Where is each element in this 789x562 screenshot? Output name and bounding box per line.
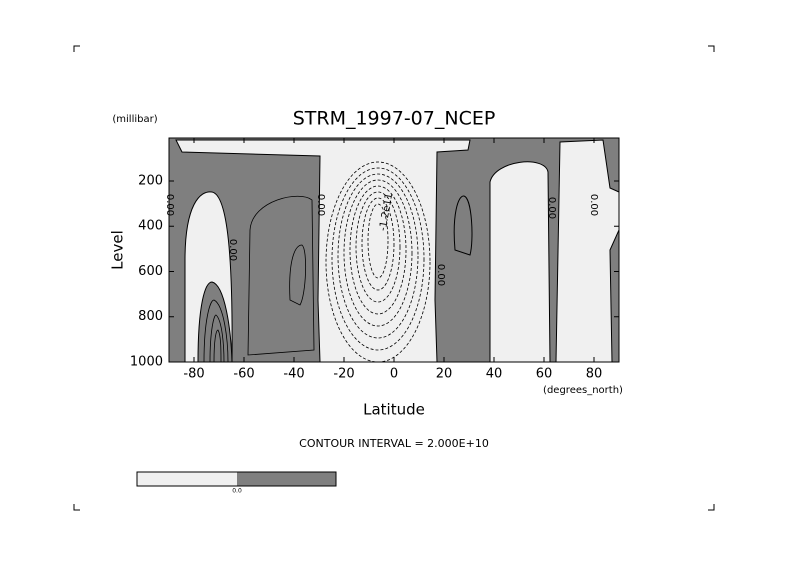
contour-line (355, 191, 401, 303)
colorbar: 0.0 (136, 471, 337, 495)
chart-title: STRM_1997-07_NCEP (293, 108, 496, 130)
footnote: CONTOUR INTERVAL = 2.000E+10 (299, 437, 489, 450)
y-axis-label: Level (109, 230, 127, 270)
contour-label: 0.00 (164, 194, 175, 216)
contour-line (331, 167, 425, 351)
contour-line (367, 203, 389, 279)
y-tick-label: 600 (138, 264, 163, 279)
contour-label: 0.00 (227, 239, 238, 261)
contour-label: 0.00 (588, 194, 599, 216)
colorbar-frame (136, 471, 337, 487)
contour-line (203, 299, 229, 363)
x-axis-label: Latitude (363, 401, 425, 419)
x-tick-label: 0 (390, 367, 398, 382)
y-tick-label: 800 (138, 309, 163, 324)
x-tick-label: 40 (486, 367, 503, 382)
x-tick-label: 60 (536, 367, 553, 382)
x-tick-label: -40 (283, 367, 304, 382)
y-tick-label: 1000 (130, 355, 163, 370)
y-units: (millibar) (112, 114, 157, 125)
x-tick-label: 80 (586, 367, 603, 382)
y-tick-label: 400 (138, 219, 163, 234)
contour-line (209, 314, 225, 363)
contour-line (213, 329, 222, 363)
positive-region (489, 161, 551, 363)
contour-line (337, 173, 419, 339)
colorbar-swatch (237, 472, 336, 486)
contour-label: 0.00 (435, 264, 446, 286)
contour-line (343, 179, 413, 327)
contour-line (349, 185, 407, 315)
corner-marks (73, 45, 715, 511)
colorbar-label: 0.0 (232, 488, 242, 495)
contour-line (247, 195, 315, 356)
contour-label: 0.00 (315, 194, 326, 216)
x-tick-label: -20 (333, 367, 354, 382)
contour-label: 0.00 (546, 197, 557, 219)
negative-region (453, 195, 473, 256)
contour-line (361, 197, 395, 291)
y-tick-label: 200 (138, 173, 163, 188)
x-tick-label: 20 (436, 367, 453, 382)
x-units: (degrees_north) (543, 385, 623, 396)
contour-line (289, 244, 307, 306)
x-tick-label: -60 (233, 367, 254, 382)
colorbar-swatch (137, 472, 237, 486)
x-tick-label: -80 (183, 367, 204, 382)
